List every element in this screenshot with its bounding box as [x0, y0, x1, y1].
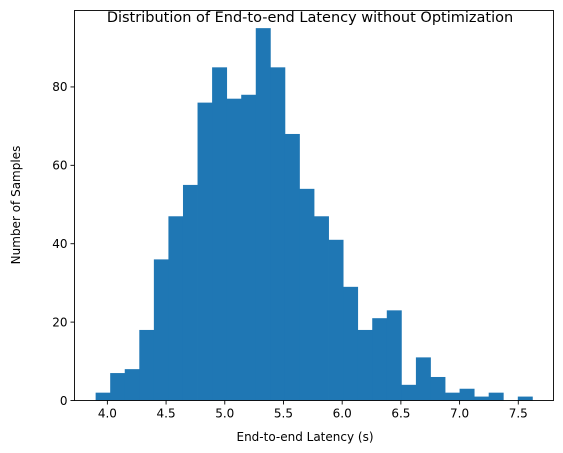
x-tick-label: 5.5: [274, 407, 293, 421]
histogram-bar: [314, 216, 329, 401]
histogram-bar: [459, 388, 475, 401]
x-tick-label: 4.5: [157, 407, 176, 421]
histogram-bar: [270, 67, 286, 401]
histogram-bar: [255, 28, 271, 401]
histogram-bar: [328, 239, 344, 401]
histogram-bar: [212, 67, 228, 401]
histogram-bar: [226, 98, 242, 401]
x-axis-ticks: 4.0 4.5 5.0 5.5 6.0 6.5 7.0 7.5: [98, 400, 528, 421]
histogram-bar: [357, 329, 373, 401]
histogram-bar: [343, 286, 359, 401]
histogram-bar: [488, 392, 504, 401]
histogram-bar: [124, 369, 140, 401]
x-tick-label: 6.0: [333, 407, 352, 421]
histogram-bar: [299, 188, 315, 401]
y-tick-label: 20: [52, 315, 67, 329]
histogram-bar: [153, 259, 169, 401]
histogram-bar: [139, 329, 155, 401]
histogram-bar: [241, 94, 257, 401]
histogram-bar: [95, 392, 111, 401]
histogram-bar: [445, 392, 460, 401]
x-tick-label: 7.5: [509, 407, 528, 421]
y-axis-ticks: 0 20 40 60 80: [52, 80, 75, 408]
histogram-bars: [95, 28, 533, 401]
x-tick-label: 6.5: [391, 407, 410, 421]
histogram-bar: [430, 376, 446, 401]
histogram-bar: [110, 373, 126, 401]
histogram-bar: [182, 184, 198, 401]
x-axis-label: End-to-end Latency (s): [236, 430, 373, 444]
histogram-bar: [517, 396, 533, 401]
y-tick-label: 80: [52, 80, 67, 94]
histogram-bar: [168, 216, 184, 401]
histogram-bar: [474, 396, 490, 401]
histogram-bar: [401, 384, 417, 401]
plot-frame: [74, 10, 554, 401]
histogram-bar: [386, 310, 402, 401]
histogram-bar: [197, 102, 213, 401]
histogram-bar: [372, 318, 388, 401]
y-tick-label: 60: [52, 159, 67, 173]
y-axis-label: Number of Samples: [9, 146, 23, 265]
histogram-bar: [415, 357, 431, 401]
y-tick-label: 0: [60, 394, 68, 408]
histogram-bar: [284, 133, 300, 401]
x-tick-label: 7.0: [450, 407, 469, 421]
chart-title: Distribution of End-to-end Latency witho…: [107, 10, 513, 26]
x-tick-label: 5.0: [215, 407, 234, 421]
y-tick-label: 40: [52, 237, 67, 251]
x-tick-label: 4.0: [98, 407, 117, 421]
